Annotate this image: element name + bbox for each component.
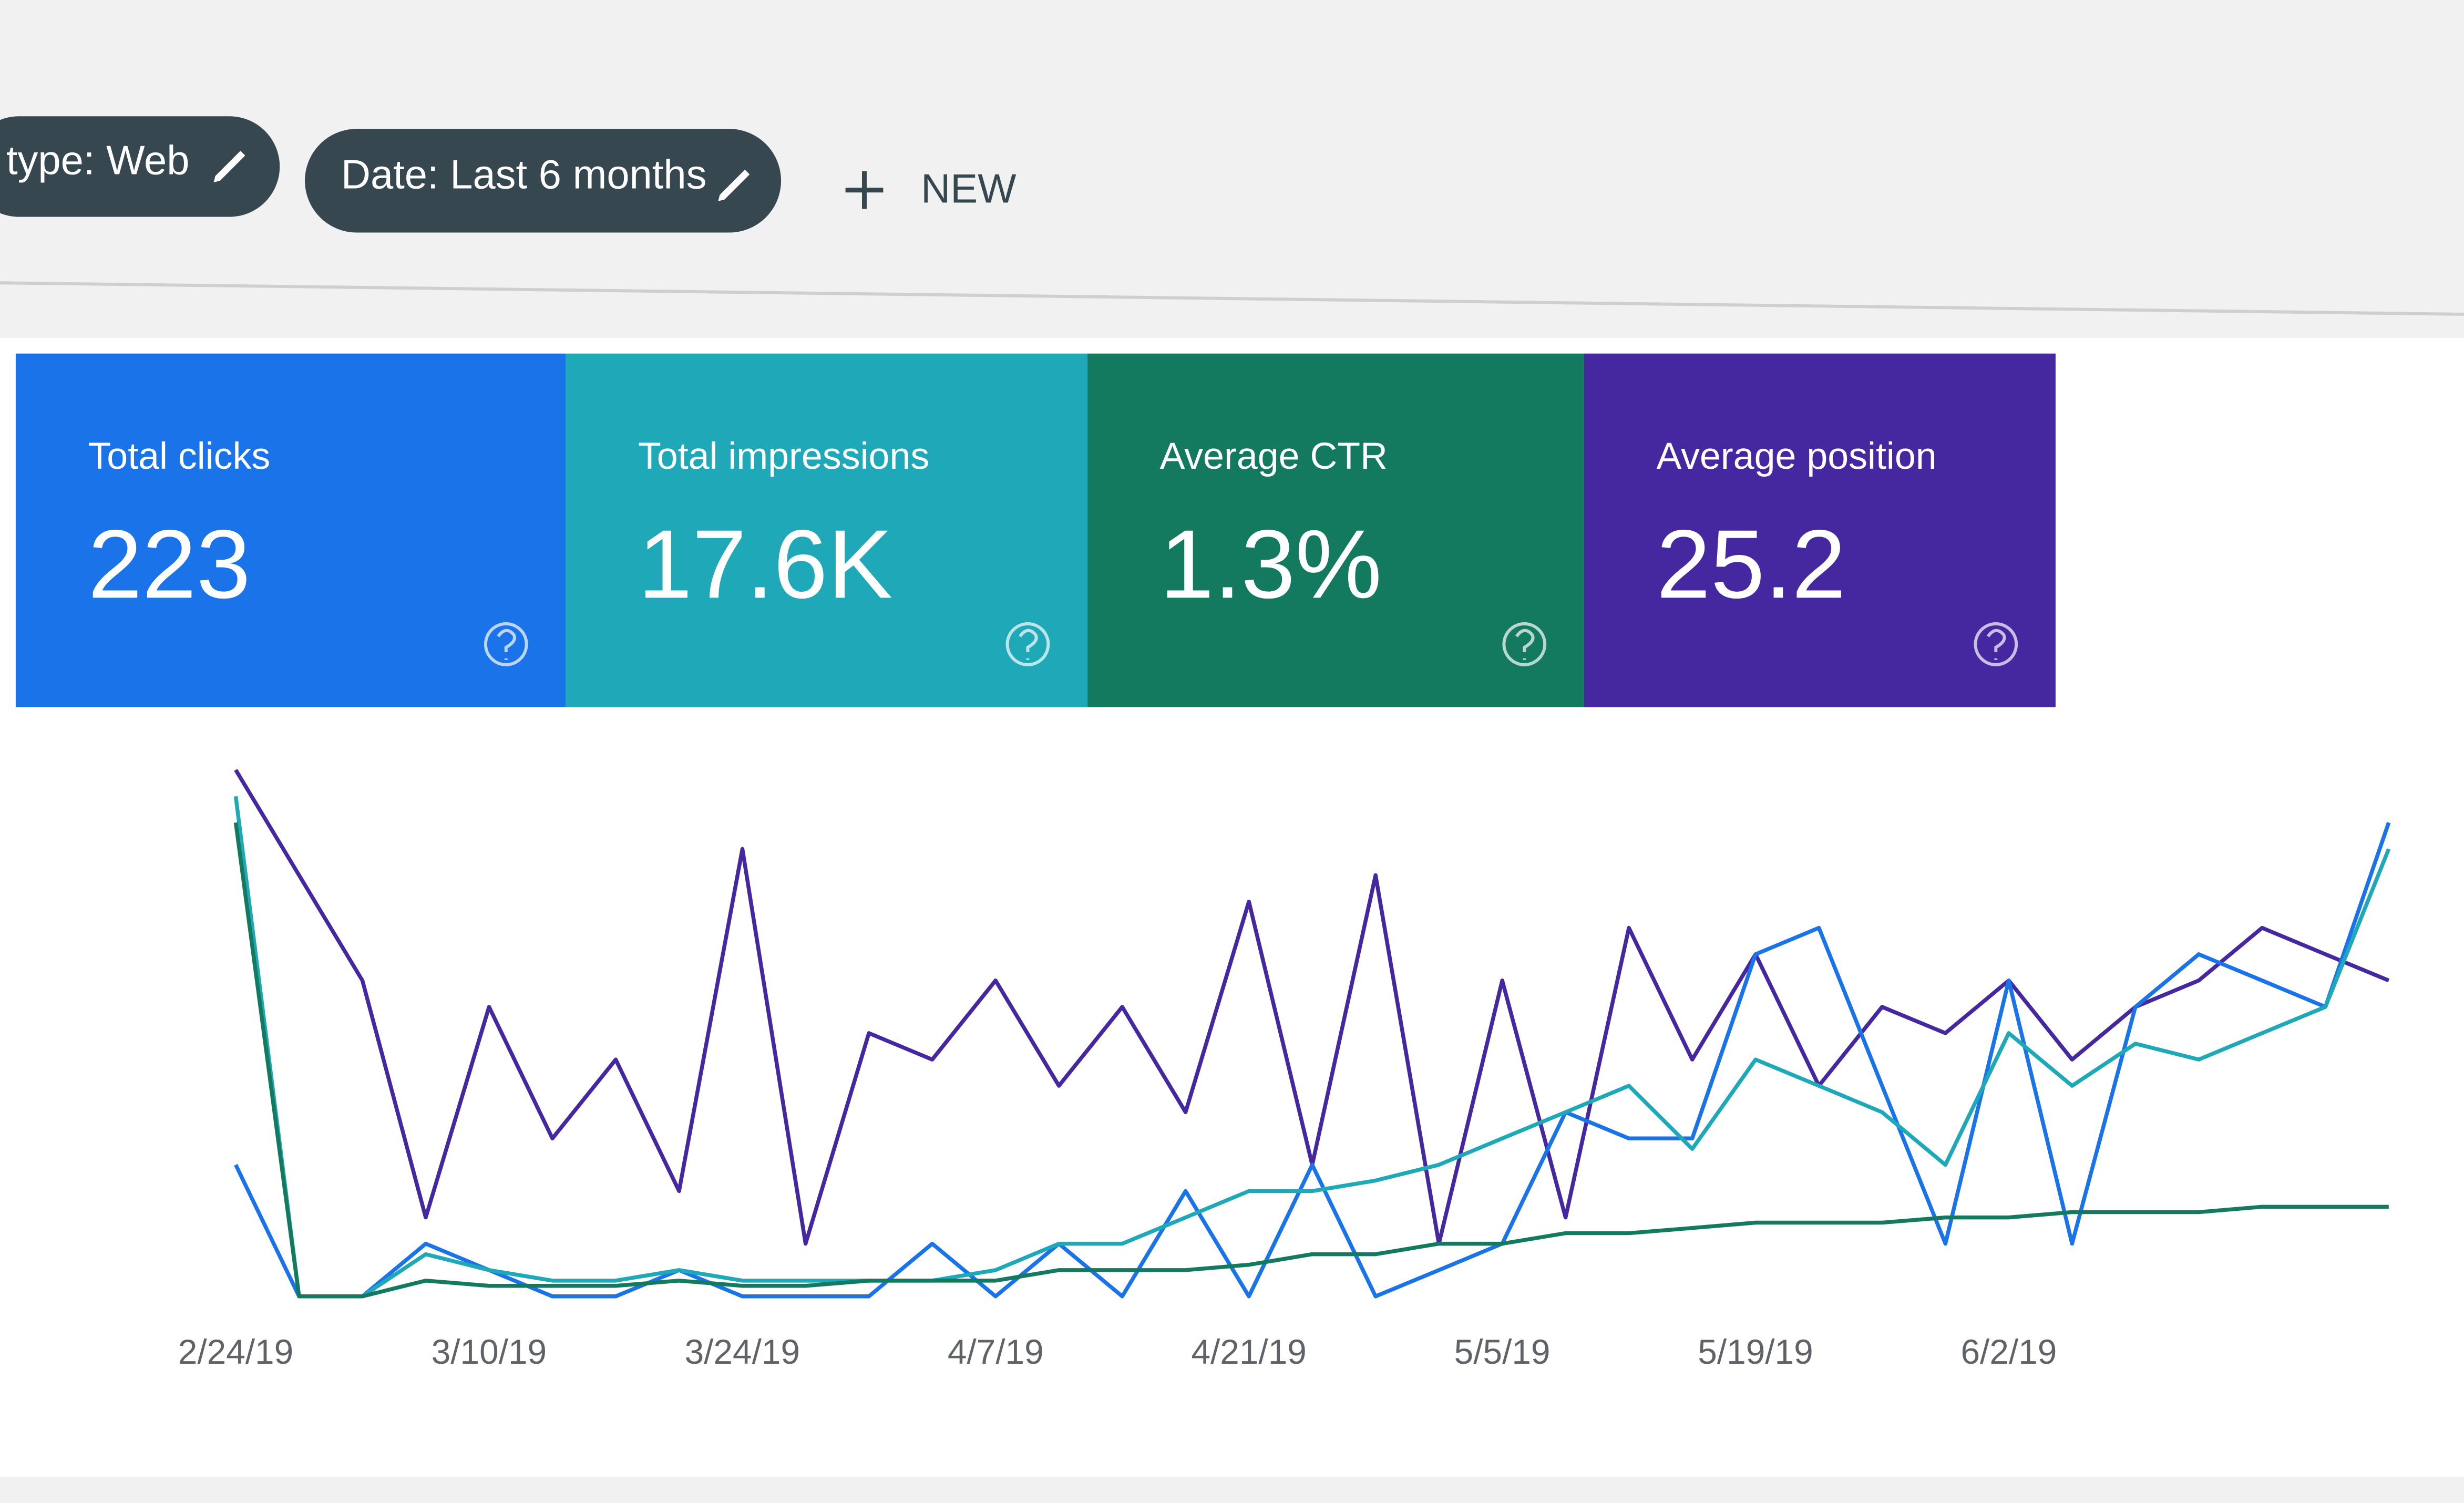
x-tick-label: 3/10/19 [432,1332,547,1371]
new-button[interactable]: NEW [845,166,1017,211]
metric-value: 223 [88,510,250,619]
filter-chip[interactable] [0,116,280,217]
help-icon-glyph [1019,629,1038,660]
metric-value: 1.3% [1160,510,1382,619]
filter-chip-text: type: Web [6,138,190,183]
metric-label: Average position [1656,435,1936,477]
help-icon-glyph [1515,629,1535,660]
help-icon[interactable] [1005,622,1050,666]
metric-card[interactable]: Total impressions 17.6K [566,353,1088,707]
chart: 2/24/19 3/10/19 3/24/19 4/7/19 4/21/19 5/5/19… [178,769,2391,1371]
series-line [233,796,2391,1299]
x-tick-label: 6/2/19 [1960,1332,2057,1371]
metric-label: Total impressions [638,435,929,477]
metric-label: Average CTR [1160,435,1388,477]
edit-icon[interactable] [718,169,750,201]
help-icon[interactable] [1502,622,1547,666]
filter-chip-text: Date: Last 6 months [341,152,707,197]
metric-value: 17.6K [638,510,892,619]
x-tick-label: 3/24/19 [685,1332,800,1371]
help-icon[interactable] [484,622,528,666]
x-tick-label: 5/5/19 [1454,1332,1551,1371]
metric-card[interactable]: Total clicks 223 [15,353,566,707]
filter-chip[interactable] [305,129,782,233]
help-icon-glyph [1986,629,2006,660]
new-button-text: NEW [921,166,1017,211]
metric-value: 25.2 [1656,510,1846,619]
edit-icon[interactable] [213,151,245,182]
series-line [234,822,2391,1299]
metric-label: Total clicks [88,435,270,477]
x-tick-label: 5/19/19 [1698,1332,1813,1371]
metric-card-bg [15,353,566,707]
x-tick-label: 4/21/19 [1191,1332,1306,1371]
x-tick-label: 4/7/19 [948,1332,1044,1371]
series-line [233,822,2389,1299]
metric-cards: Total clicks 223 Total impressions 17.6K Ave… [15,353,2056,707]
metric-card[interactable]: Average CTR 1.3% [1087,353,1584,707]
help-icon-glyph [497,629,517,660]
metric-card-bg [1087,353,1584,707]
metric-card[interactable]: Average position 25.2 [1584,353,2056,707]
divider [0,281,2464,316]
help-icon[interactable] [1974,622,2018,666]
metric-card-bg [566,353,1088,707]
x-tick-label: 2/24/19 [178,1332,293,1371]
